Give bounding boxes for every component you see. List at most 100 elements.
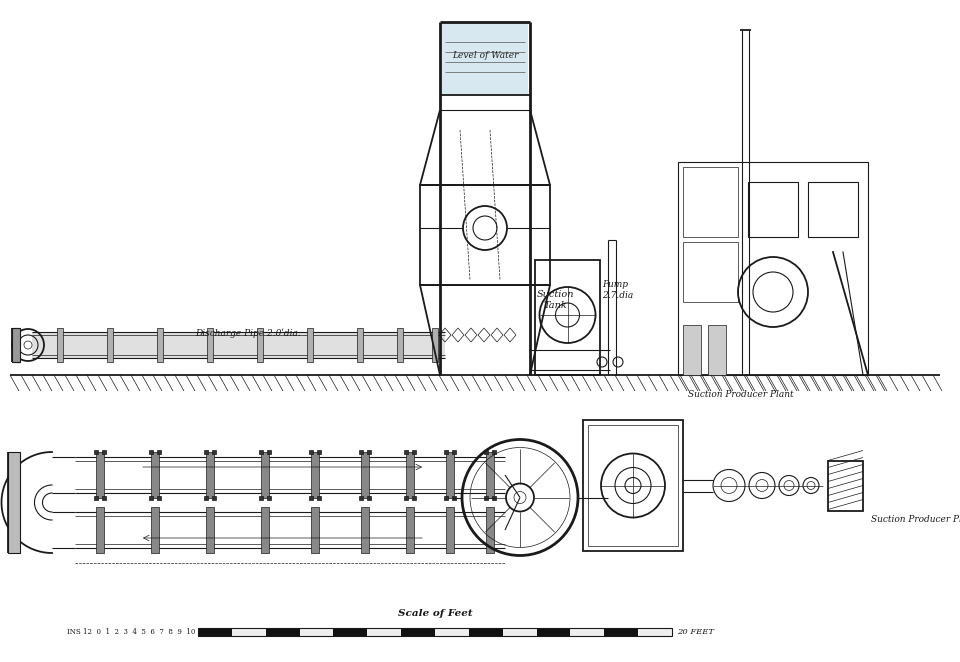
Bar [492,496,496,500]
Bar [212,496,216,500]
Bar [367,450,371,454]
Bar [96,507,104,553]
Bar [267,450,271,454]
Bar [446,507,454,553]
Text: INS 12  0  1  2  3  4  5  6  7  8  9  10: INS 12 0 1 2 3 4 5 6 7 8 9 10 [66,628,195,636]
Bar [157,496,161,500]
Bar [537,628,570,636]
Bar [412,450,416,454]
Text: Suction Producer Plant: Suction Producer Plant [688,390,794,399]
Bar [604,628,638,636]
Bar [486,507,494,553]
Bar [311,507,319,553]
Bar [492,450,496,454]
Bar [683,325,701,375]
Bar [309,450,313,454]
Bar [420,185,550,285]
Bar [8,452,20,553]
Bar [361,507,369,553]
Bar [588,425,678,546]
Text: Suction
Tank: Suction Tank [537,291,574,310]
Bar [828,461,863,510]
Bar [102,450,106,454]
Bar [484,450,488,454]
Bar [361,452,369,498]
Text: Discharge Pipe 2.0ʹdia.: Discharge Pipe 2.0ʹdia. [195,328,300,338]
Bar [444,496,448,500]
Bar [435,628,468,636]
Bar [359,496,363,500]
Text: Suction Producer Plant: Suction Producer Plant [871,516,960,524]
Bar [808,182,858,237]
Bar [204,496,208,500]
Bar [257,328,263,362]
Bar [486,452,494,498]
Bar [232,628,266,636]
Bar [503,628,537,636]
Bar [583,420,683,551]
Bar [357,328,363,362]
Bar [683,242,738,302]
Bar [300,628,333,636]
Bar [406,452,414,498]
Bar [94,450,98,454]
Bar [198,628,672,636]
Bar [397,328,403,362]
Bar [452,450,456,454]
Bar [149,496,153,500]
Bar [206,452,214,498]
Bar [157,450,161,454]
Bar [151,452,159,498]
Bar [266,628,300,636]
Text: Pump
2.7.dia: Pump 2.7.dia [603,280,634,300]
Bar [404,450,408,454]
Bar [207,328,213,362]
Bar [683,167,738,237]
Bar [12,328,20,362]
Bar [678,162,868,375]
Bar [412,496,416,500]
Text: Level of Water: Level of Water [452,50,518,60]
Bar [446,452,454,498]
Bar [309,496,313,500]
Bar [94,496,98,500]
Bar [535,260,600,375]
Bar [96,452,104,498]
Bar [32,332,445,358]
Bar [317,450,321,454]
Bar [367,496,371,500]
Bar [317,496,321,500]
Bar [401,628,435,636]
Bar [333,628,368,636]
Bar [452,496,456,500]
Bar [311,452,319,498]
Bar [484,496,488,500]
Bar [151,507,159,553]
Bar [259,496,263,500]
Bar [267,496,271,500]
Bar [102,496,106,500]
Bar [404,496,408,500]
Bar [261,507,269,553]
Bar [442,22,528,95]
Bar [638,628,672,636]
Bar [708,325,726,375]
Bar [406,507,414,553]
Bar [368,628,401,636]
Bar [157,328,163,362]
Bar [444,450,448,454]
Bar [748,182,798,237]
Bar [468,628,503,636]
Bar [107,328,113,362]
Bar [212,450,216,454]
Bar [198,628,232,636]
Bar [432,328,438,362]
Text: Scale of Feet: Scale of Feet [397,609,472,618]
Bar [359,450,363,454]
Bar [204,450,208,454]
Bar [149,450,153,454]
Bar [261,452,269,498]
Text: 20 FEET: 20 FEET [677,628,714,636]
Bar [57,328,63,362]
Bar [307,328,313,362]
